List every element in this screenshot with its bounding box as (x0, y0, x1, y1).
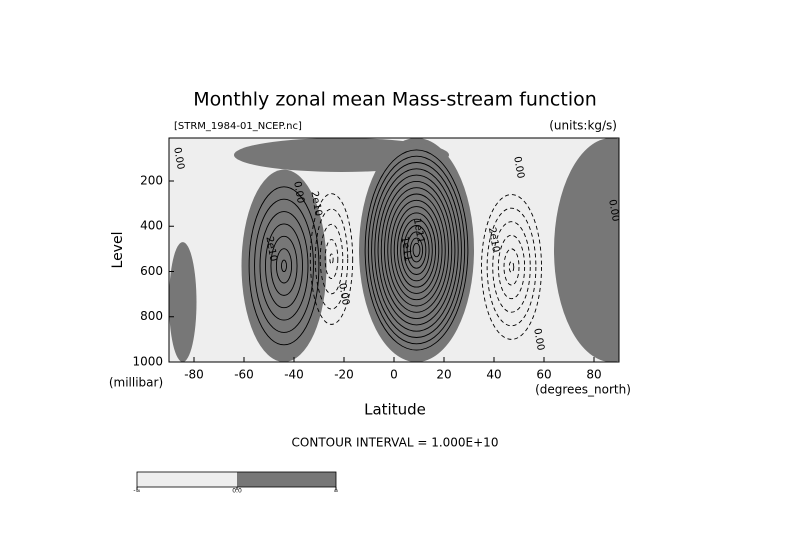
contour-label: 2e10 (486, 227, 501, 254)
contour-line (497, 234, 526, 300)
x-axis-label: Latitude (364, 401, 426, 419)
contour-line (393, 206, 440, 294)
source-label: [STRM_1984-01_NCEP.nc] (174, 121, 302, 132)
y-axis-label: Level (110, 232, 126, 269)
contour-line (492, 221, 531, 313)
contour-line (374, 168, 459, 332)
contour-line (384, 187, 449, 313)
contour-line (400, 218, 433, 282)
contour-label: 1e11 (398, 236, 413, 263)
contour-label: 0.00 (531, 328, 546, 352)
contour-line (387, 193, 446, 307)
contour-label: 0.00 (291, 180, 306, 204)
x-tick-label: -40 (284, 368, 304, 382)
chart-title: Monthly zonal mean Mass-stream function (193, 89, 597, 111)
y-tick-label: 400 (140, 219, 163, 233)
contour-line (412, 242, 421, 258)
colorbar-negative (137, 472, 237, 487)
contour-line (270, 235, 298, 296)
y-tick-label: 600 (140, 264, 163, 278)
x-tick-label: 0 (390, 368, 398, 382)
x-tick-label: 40 (486, 368, 501, 382)
contour-line (377, 174, 456, 326)
contour-label: 2e10 (263, 236, 278, 263)
positive-region (234, 138, 449, 172)
contour-label: 1e11 (411, 217, 426, 244)
contour-line (367, 155, 466, 345)
contour-line (397, 212, 436, 288)
contour-line (486, 207, 537, 327)
contour-line (324, 239, 339, 280)
contour-line (380, 180, 453, 320)
contour-line (481, 194, 542, 340)
contour-line (254, 198, 314, 333)
contour-line (403, 225, 430, 275)
positive-region (241, 169, 327, 362)
contour-line (275, 248, 293, 284)
positive-region (359, 138, 474, 362)
contour-label: 0.00 (171, 147, 186, 171)
contour-line (371, 162, 462, 338)
y-tick-label: 1000 (132, 355, 163, 369)
x-tick-label: 20 (436, 368, 451, 382)
contour-line (259, 211, 309, 321)
contour-line (409, 237, 424, 263)
contour-line (309, 193, 354, 325)
positive-region (169, 242, 197, 362)
contour-label: 0.00 (511, 156, 526, 180)
x-units: (degrees_north) (535, 383, 631, 397)
contour-label: 0.00 (606, 199, 621, 223)
y-tick-label: 200 (140, 173, 163, 187)
units-label: (units:kg/s) (549, 119, 617, 133)
colorbar-label: ∞ (334, 488, 339, 495)
contour-line (406, 231, 427, 269)
x-tick-label: -60 (234, 368, 254, 382)
contour-line (390, 199, 443, 301)
positive-region (554, 138, 619, 362)
colorbar-positive (237, 472, 336, 487)
y-units: (millibar) (109, 376, 163, 390)
contour-line (314, 208, 349, 310)
colorbar-label: -∞ (133, 488, 140, 495)
contour-label: 2e10 (308, 190, 323, 217)
x-tick-label: -20 (334, 368, 354, 382)
x-tick-label: 60 (536, 368, 551, 382)
x-tick-label: -80 (184, 368, 204, 382)
contour-line (281, 259, 288, 273)
contour-line (329, 253, 334, 265)
contour-interval: CONTOUR INTERVAL = 1.000E+10 (292, 436, 499, 450)
contour-line (319, 223, 344, 295)
colorbar-label: 0.0 (232, 488, 242, 495)
x-tick-label: 80 (586, 368, 601, 382)
contour-line (265, 223, 303, 309)
contour-line (364, 149, 469, 351)
contour-line (248, 186, 320, 346)
contour-line (508, 261, 515, 273)
y-tick-label: 800 (140, 309, 163, 323)
contour-label: 0.00 (336, 282, 351, 306)
contour-line (503, 248, 520, 286)
